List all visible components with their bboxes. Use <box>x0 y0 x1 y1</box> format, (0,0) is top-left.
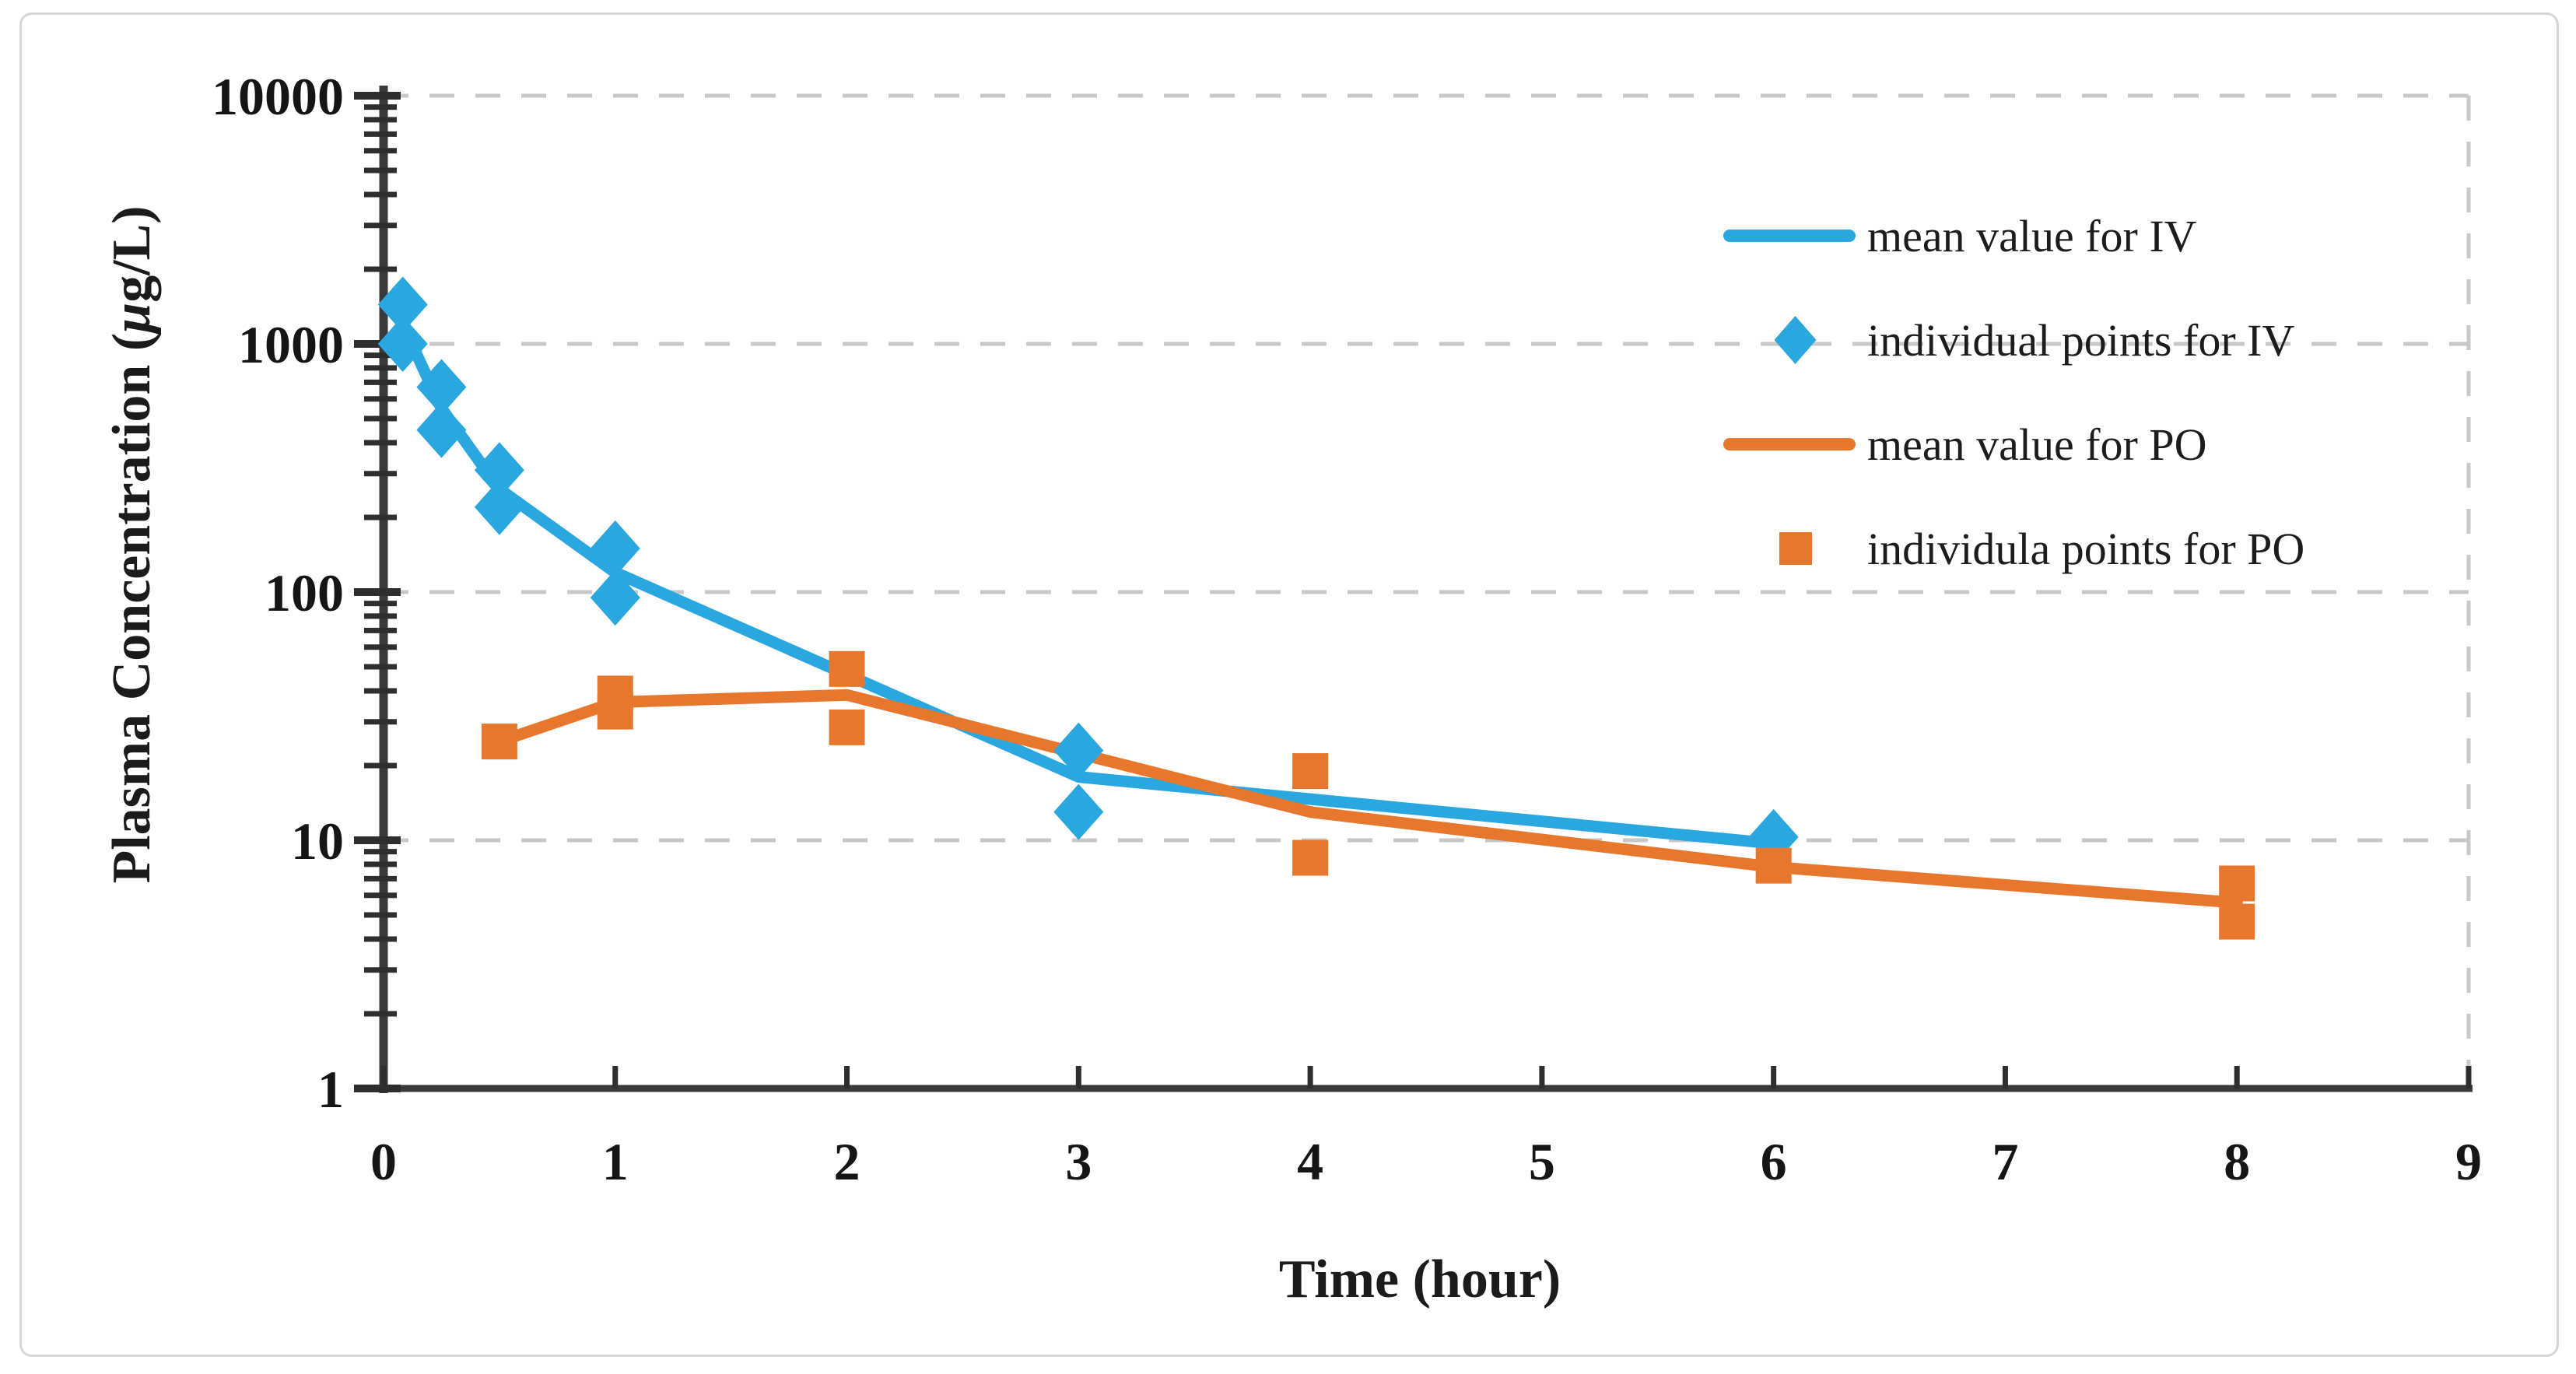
svg-text:10000: 10000 <box>212 67 344 126</box>
series-markers-individula-points-for-PO <box>481 650 2255 940</box>
y-axis-title-suffix: g/L) <box>102 205 162 303</box>
svg-text:9: 9 <box>2455 1132 2482 1191</box>
y-axis-title: Plasma Concentration (μg/L) <box>101 205 163 883</box>
svg-text:8: 8 <box>2224 1132 2250 1191</box>
svg-text:2: 2 <box>834 1132 860 1191</box>
mu-symbol: μ <box>102 302 162 333</box>
y-axis-ticks <box>354 92 401 1092</box>
series-markers-individual-points-for-IV <box>377 276 1799 865</box>
legend: mean value for IV individual points for … <box>1723 184 2304 601</box>
svg-text:5: 5 <box>1529 1132 1555 1191</box>
svg-text:1: 1 <box>602 1132 629 1191</box>
svg-text:6: 6 <box>1761 1132 1787 1191</box>
legend-label-po-mean: mean value for PO <box>1867 419 2207 470</box>
legend-row-po-mean: mean value for PO <box>1723 392 2304 496</box>
legend-row-iv-mean: mean value for IV <box>1723 184 2304 288</box>
legend-label-iv-mean: mean value for IV <box>1867 210 2197 261</box>
svg-text:1: 1 <box>317 1060 344 1119</box>
svg-text:3: 3 <box>1065 1132 1092 1191</box>
x-axis-ticks <box>380 1066 2472 1088</box>
svg-text:4: 4 <box>1297 1132 1323 1191</box>
svg-text:0: 0 <box>370 1132 397 1191</box>
x-axis-title: Time (hour) <box>1278 1250 1561 1309</box>
figure-frame <box>19 12 2559 1357</box>
x-tick-labels: 0 1 2 3 4 5 6 7 8 9 <box>370 1132 2482 1191</box>
svg-text:7: 7 <box>1992 1132 2018 1191</box>
svg-text:10: 10 <box>291 811 344 871</box>
legend-row-po-points: individula points for PO <box>1723 496 2304 601</box>
y-tick-labels: 10000 1000 100 10 1 <box>212 67 344 1119</box>
legend-row-iv-points: individual points for IV <box>1723 288 2304 392</box>
svg-text:100: 100 <box>265 563 344 622</box>
gridlines <box>384 93 2471 1088</box>
iv-diamond-swatch-icon <box>1723 316 1867 364</box>
po-square-swatch-icon <box>1723 532 1867 565</box>
legend-label-iv-points: individual points for IV <box>1867 314 2295 366</box>
po-mean-line-swatch-icon <box>1723 438 1867 450</box>
legend-label-po-points: individula points for PO <box>1867 523 2305 574</box>
y-axis-title-prefix: Plasma Concentration ( <box>102 332 162 884</box>
iv-mean-line-swatch-icon <box>1723 230 1867 242</box>
svg-text:1000: 1000 <box>238 315 344 374</box>
